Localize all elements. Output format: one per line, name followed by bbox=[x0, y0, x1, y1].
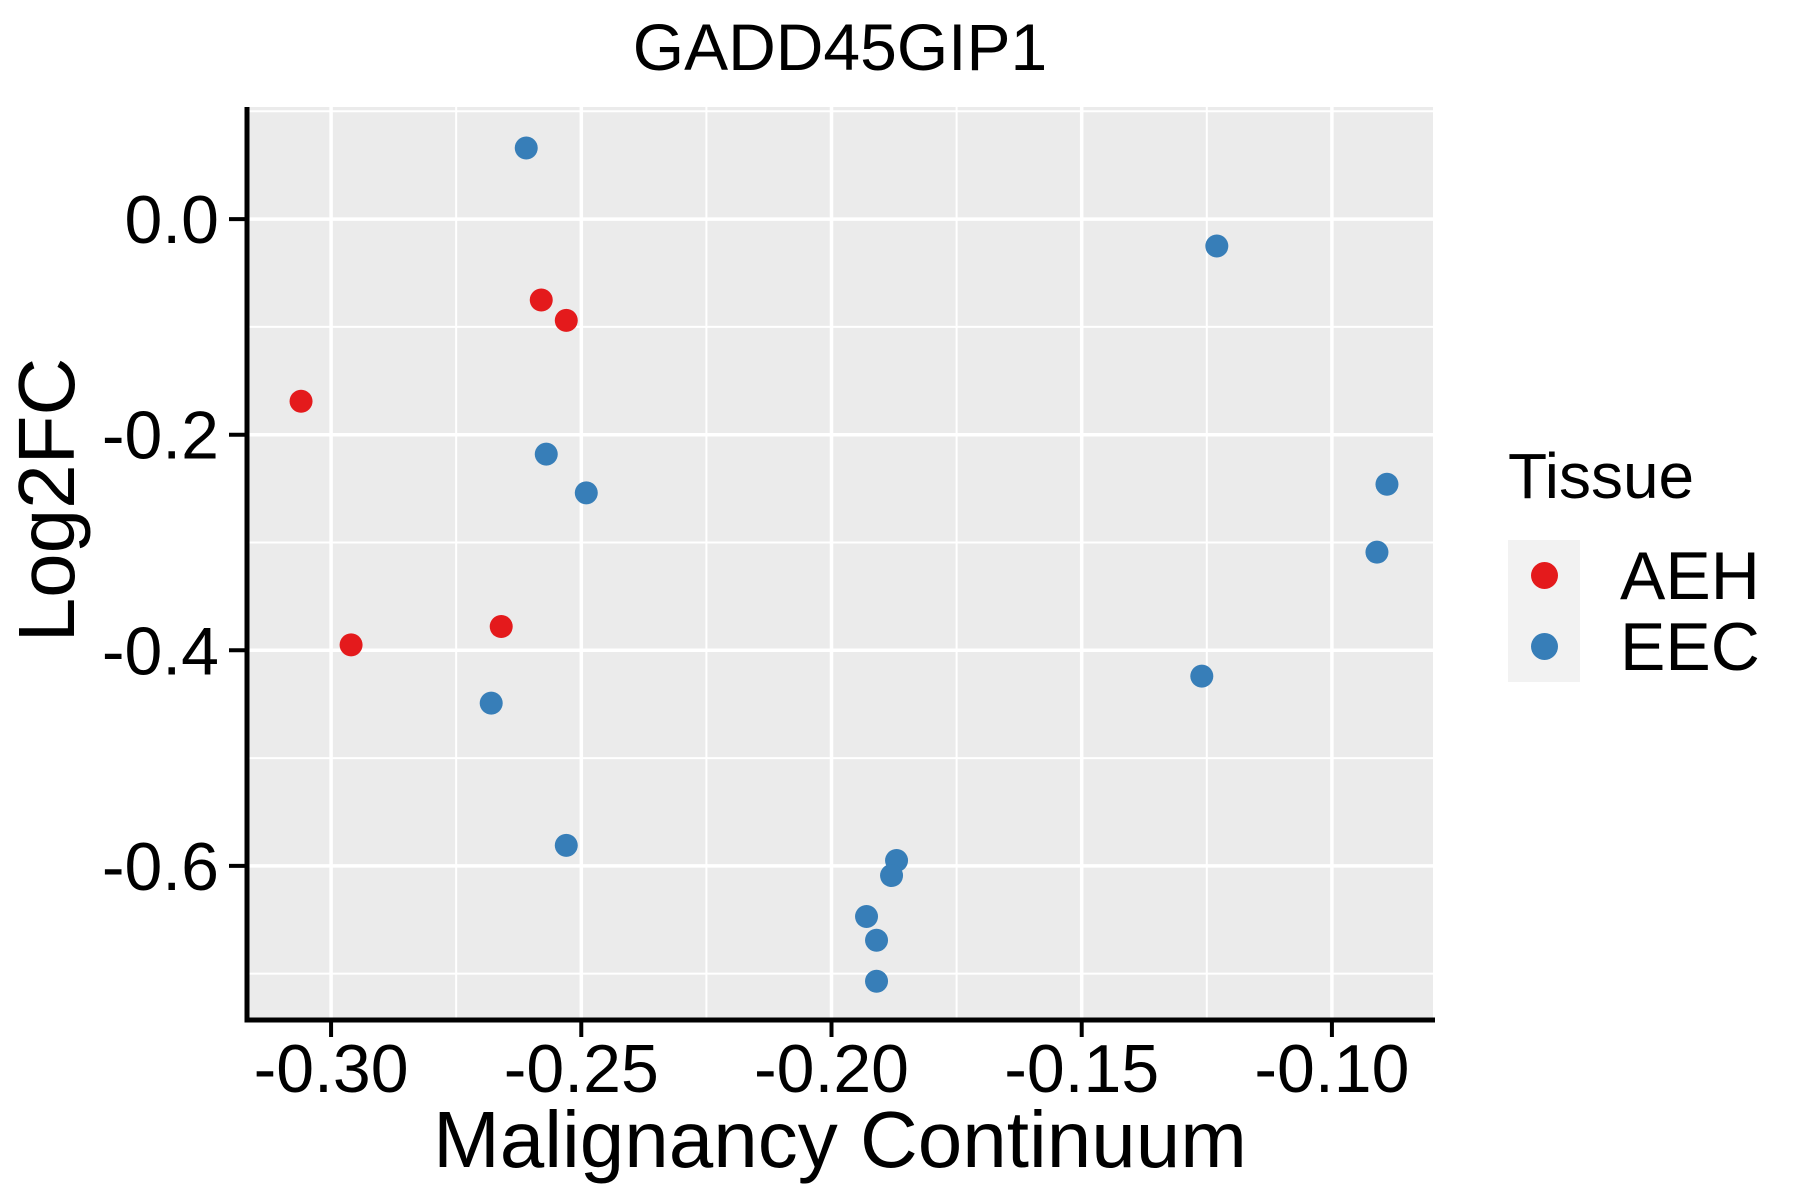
legend-item-aeh: AEH bbox=[1508, 540, 1760, 611]
x-tick-label: -0.10 bbox=[1254, 1031, 1409, 1107]
x-axis-title: Malignancy Continuum bbox=[433, 1095, 1247, 1184]
x-tick-label: -0.30 bbox=[254, 1031, 409, 1107]
data-point-eec bbox=[574, 481, 598, 505]
data-point-eec bbox=[554, 833, 578, 857]
data-point-eec bbox=[855, 905, 879, 929]
y-tick-label: 0.0 bbox=[124, 182, 219, 258]
data-point-eec bbox=[1205, 234, 1229, 258]
panel-background bbox=[247, 107, 1433, 1020]
data-point-eec bbox=[1375, 472, 1399, 496]
data-point-eec bbox=[514, 136, 538, 160]
legend-key bbox=[1508, 611, 1580, 682]
legend: Tissue AEH EEC bbox=[1508, 440, 1760, 682]
legend-title: Tissue bbox=[1508, 440, 1695, 512]
data-point-aeh bbox=[554, 308, 578, 332]
legend-item-eec: EEC bbox=[1508, 611, 1760, 682]
data-point-eec bbox=[534, 442, 558, 466]
y-tick-label: -0.2 bbox=[102, 398, 219, 474]
data-point-eec bbox=[1365, 540, 1389, 564]
x-tick-label: -0.25 bbox=[504, 1031, 659, 1107]
legend-item-label: AEH bbox=[1620, 537, 1760, 614]
data-point-aeh bbox=[289, 389, 313, 413]
data-point-eec bbox=[880, 864, 904, 888]
x-tick-label: -0.20 bbox=[754, 1031, 909, 1107]
data-point-aeh bbox=[339, 633, 363, 657]
data-point-aeh bbox=[489, 615, 513, 639]
legend-keys: AEH EEC bbox=[1508, 540, 1760, 682]
y-axis-title: Log2FC bbox=[2, 357, 91, 643]
data-point-eec bbox=[479, 691, 503, 715]
eec-point-icon bbox=[1530, 633, 1558, 660]
x-tick-label: -0.15 bbox=[1004, 1031, 1159, 1107]
y-tick-label: -0.4 bbox=[102, 613, 219, 689]
data-point-eec bbox=[1190, 664, 1214, 688]
plot-title: GADD45GIP1 bbox=[632, 10, 1048, 84]
legend-key bbox=[1508, 540, 1580, 611]
aeh-point-icon bbox=[1530, 562, 1558, 589]
data-point-eec bbox=[865, 969, 889, 993]
data-point-aeh bbox=[529, 288, 553, 312]
legend-item-label: EEC bbox=[1620, 608, 1760, 685]
data-point-eec bbox=[865, 928, 889, 952]
y-tick-label: -0.6 bbox=[102, 829, 219, 905]
